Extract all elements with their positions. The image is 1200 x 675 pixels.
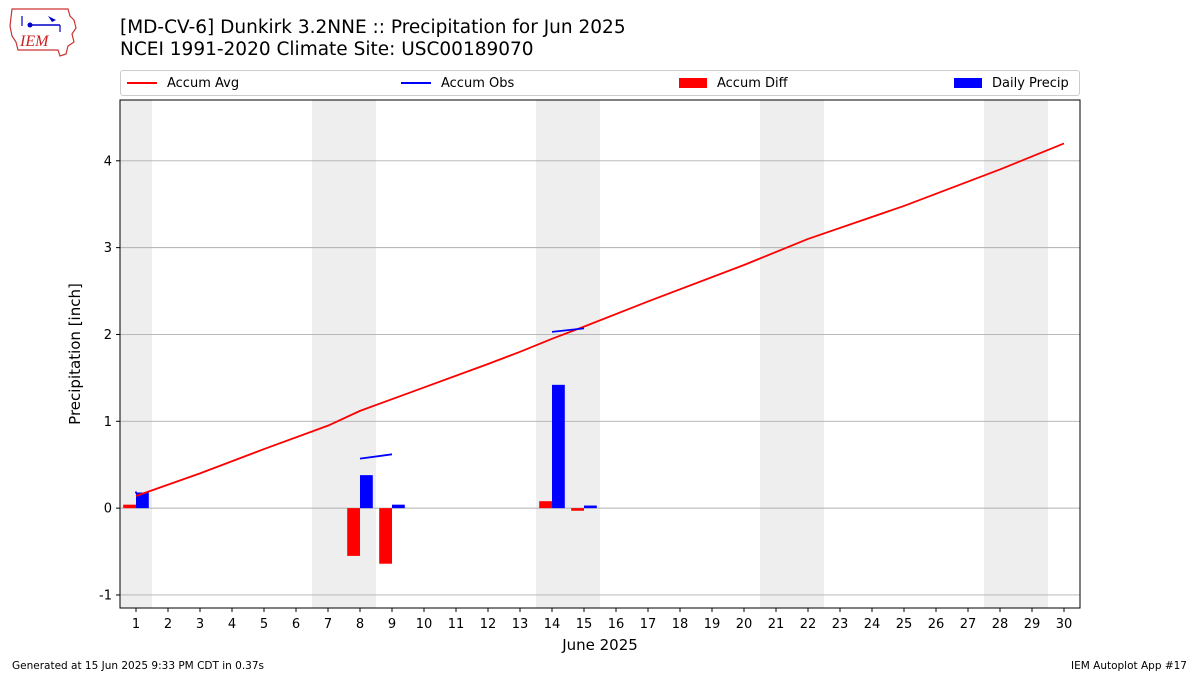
title-line-2: NCEI 1991-2020 Climate Site: USC00189070 xyxy=(120,39,534,60)
x-tick-label: 7 xyxy=(324,617,332,632)
y-tick-label: 4 xyxy=(104,154,112,169)
y-tick-label: 1 xyxy=(104,415,112,430)
x-tick-label: 1 xyxy=(132,617,140,632)
x-tick-label: 17 xyxy=(640,617,657,632)
accum-avg-line xyxy=(135,142,1065,497)
x-tick-label: 8 xyxy=(356,617,364,632)
x-axis-label: June 2025 xyxy=(561,636,638,654)
weekend-band xyxy=(760,100,792,608)
legend-daily-precip: Daily Precip xyxy=(954,71,1069,95)
x-tick-label: 24 xyxy=(864,617,881,632)
chart-title: [MD-CV-6] Dunkirk 3.2NNE :: Precipitatio… xyxy=(120,17,626,61)
accum-diff-bar xyxy=(539,501,552,509)
y-tick-label: 3 xyxy=(104,241,112,256)
y-axis-label: Precipitation [inch] xyxy=(66,283,84,425)
weekend-band xyxy=(120,100,152,608)
y-tick-label: -1 xyxy=(99,588,112,603)
weekend-band xyxy=(984,100,1016,608)
legend-accum-obs: Accum Obs xyxy=(401,71,514,95)
weekend-band xyxy=(536,100,568,608)
accum-diff-bar xyxy=(347,508,360,556)
legend-accum-avg: Accum Avg xyxy=(127,71,239,95)
accum-diff-bar xyxy=(123,504,136,509)
daily-precip-bar xyxy=(392,504,405,509)
y-tick-label: 0 xyxy=(104,502,112,517)
daily-precip-bar xyxy=(584,505,597,509)
legend-label-accum-obs: Accum Obs xyxy=(441,75,515,91)
y-tick-label: 2 xyxy=(104,328,112,343)
logo-text: IEM xyxy=(19,33,50,50)
x-tick-label: 29 xyxy=(1024,617,1041,632)
daily-precip-bar xyxy=(360,475,373,509)
weekend-band xyxy=(792,100,824,608)
accum-obs-line xyxy=(359,453,393,460)
x-tick-label: 14 xyxy=(544,617,561,632)
x-tick-label: 16 xyxy=(608,617,625,632)
x-tick-label: 25 xyxy=(896,617,913,632)
legend-swatch-accum-diff xyxy=(679,78,707,88)
x-tick-label: 13 xyxy=(512,617,529,632)
legend: Accum Avg Accum Obs Accum Diff Daily Pre… xyxy=(120,70,1080,96)
legend-label-daily-precip: Daily Precip xyxy=(992,75,1069,91)
x-tick-label: 30 xyxy=(1056,617,1073,632)
x-tick-label: 5 xyxy=(260,617,268,632)
title-line-1: [MD-CV-6] Dunkirk 3.2NNE :: Precipitatio… xyxy=(120,17,626,38)
x-tick-label: 18 xyxy=(672,617,689,632)
x-tick-label: 27 xyxy=(960,617,977,632)
x-tick-label: 10 xyxy=(416,617,433,632)
x-tick-label: 23 xyxy=(832,617,849,632)
x-tick-label: 28 xyxy=(992,617,1009,632)
footer-app: IEM Autoplot App #17 xyxy=(1071,660,1187,672)
x-tick-label: 6 xyxy=(292,617,300,632)
daily-precip-bar xyxy=(552,384,565,509)
weekend-band xyxy=(312,100,344,608)
x-tick-label: 4 xyxy=(228,617,236,632)
x-tick-label: 2 xyxy=(164,617,172,632)
iem-logo: IEM xyxy=(9,8,77,57)
daily-precip-bar xyxy=(136,492,149,509)
legend-swatch-accum-avg xyxy=(127,82,157,84)
accum-diff-bar xyxy=(379,508,392,564)
legend-label-accum-diff: Accum Diff xyxy=(717,75,788,91)
accum-diff-bar xyxy=(571,508,584,511)
x-tick-label: 20 xyxy=(736,617,753,632)
x-tick-label: 3 xyxy=(196,617,204,632)
legend-swatch-accum-obs xyxy=(401,82,431,84)
weekend-band xyxy=(1016,100,1048,608)
x-tick-label: 21 xyxy=(768,617,785,632)
footer-generated: Generated at 15 Jun 2025 9:33 PM CDT in … xyxy=(12,660,265,672)
plot-frame xyxy=(119,99,1081,609)
accum-obs-line xyxy=(551,327,585,333)
x-tick-label: 15 xyxy=(576,617,593,632)
weekend-band xyxy=(568,100,600,608)
x-tick-label: 11 xyxy=(448,617,465,632)
legend-swatch-daily-precip xyxy=(954,78,982,88)
x-tick-label: 12 xyxy=(480,617,497,632)
x-tick-label: 9 xyxy=(388,617,396,632)
x-tick-label: 19 xyxy=(704,617,721,632)
x-tick-label: 26 xyxy=(928,617,945,632)
legend-label-accum-avg: Accum Avg xyxy=(167,75,240,91)
x-tick-label: 22 xyxy=(800,617,817,632)
legend-accum-diff: Accum Diff xyxy=(679,71,788,95)
